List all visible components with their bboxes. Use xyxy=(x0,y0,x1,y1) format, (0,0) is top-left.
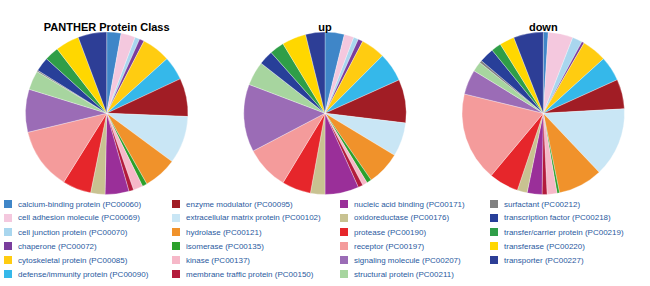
svg-text:oxidoreductase (PC00176): oxidoreductase (PC00176) xyxy=(354,213,450,222)
svg-text:nucleic acid binding (PC00171): nucleic acid binding (PC00171) xyxy=(354,200,465,209)
svg-text:transcription factor (PC00218): transcription factor (PC00218) xyxy=(504,213,611,222)
svg-text:surfactant (PC00212): surfactant (PC00212) xyxy=(504,200,580,209)
svg-text:signaling molecule (PC00207): signaling molecule (PC00207) xyxy=(354,256,461,265)
svg-text:down: down xyxy=(529,21,558,33)
svg-text:defense/immunity protein (PC00: defense/immunity protein (PC00090) xyxy=(18,270,149,279)
svg-text:PANTHER Protein Class: PANTHER Protein Class xyxy=(44,21,170,33)
svg-text:cell adhesion molecule (PC0006: cell adhesion molecule (PC00069) xyxy=(18,213,140,222)
svg-text:cell junction protein (PC00070: cell junction protein (PC00070) xyxy=(18,228,128,237)
svg-text:calcium-binding protein (PC000: calcium-binding protein (PC00060) xyxy=(18,200,142,209)
svg-text:isomerase (PC00135): isomerase (PC00135) xyxy=(186,242,264,251)
svg-text:hydrolase (PC00121): hydrolase (PC00121) xyxy=(186,228,262,237)
svg-text:transfer/carrier protein (PC00: transfer/carrier protein (PC00219) xyxy=(504,228,624,237)
svg-text:extracellular matrix protein (: extracellular matrix protein (PC00102) xyxy=(186,213,321,222)
svg-text:transporter (PC00227): transporter (PC00227) xyxy=(504,256,584,265)
svg-text:chaperone (PC00072): chaperone (PC00072) xyxy=(18,242,97,251)
svg-text:enzyme modulator (PC00095): enzyme modulator (PC00095) xyxy=(186,200,293,209)
svg-text:receptor (PC00197): receptor (PC00197) xyxy=(354,242,425,251)
svg-text:up: up xyxy=(318,21,332,33)
svg-text:protease (PC00190): protease (PC00190) xyxy=(354,228,426,237)
svg-text:structural protein (PC00211): structural protein (PC00211) xyxy=(354,270,454,279)
svg-text:cytoskeletal protein (PC00085): cytoskeletal protein (PC00085) xyxy=(18,256,128,265)
svg-text:membrane traffic protein (PC00: membrane traffic protein (PC00150) xyxy=(186,270,314,279)
svg-text:kinase (PC00137): kinase (PC00137) xyxy=(186,256,250,265)
svg-text:transferase (PC00220): transferase (PC00220) xyxy=(504,242,585,251)
